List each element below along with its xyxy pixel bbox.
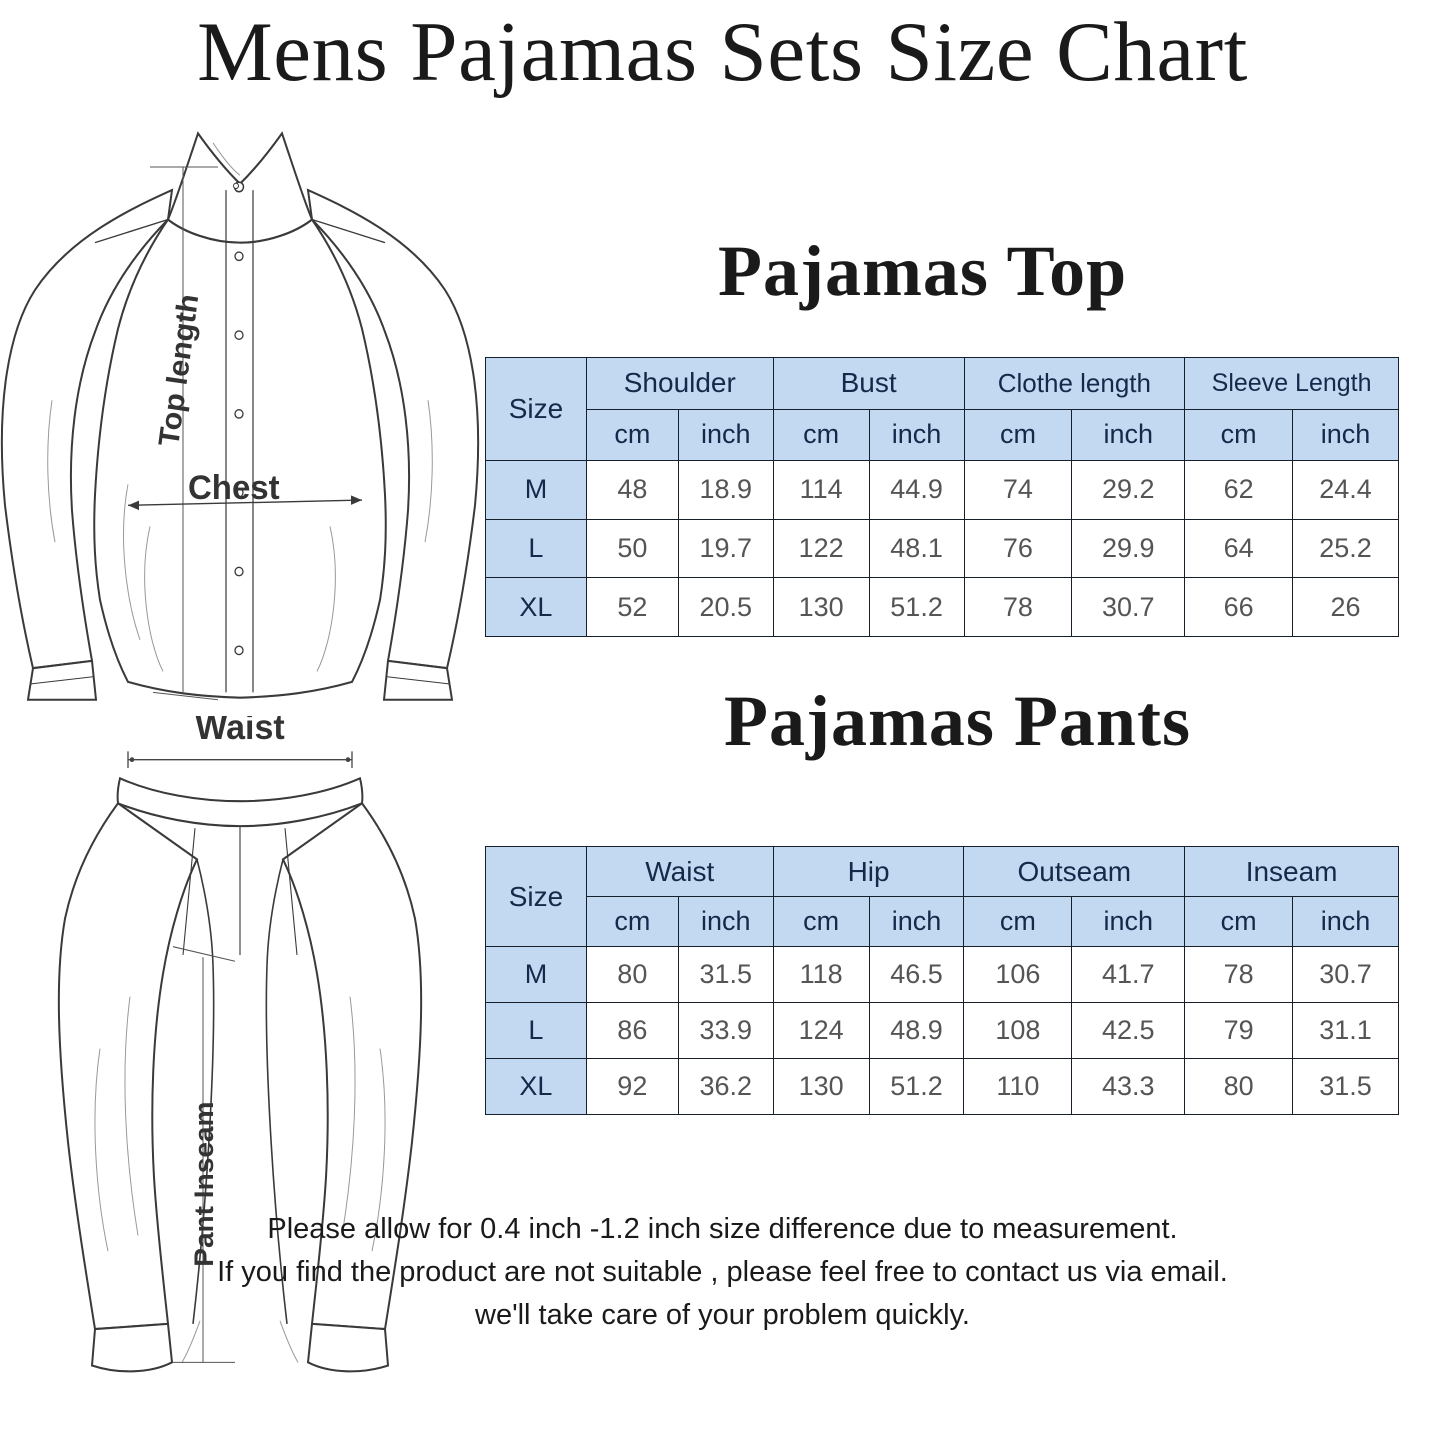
svg-text:Chest: Chest <box>188 468 280 507</box>
svg-text:Waist: Waist <box>195 716 285 747</box>
